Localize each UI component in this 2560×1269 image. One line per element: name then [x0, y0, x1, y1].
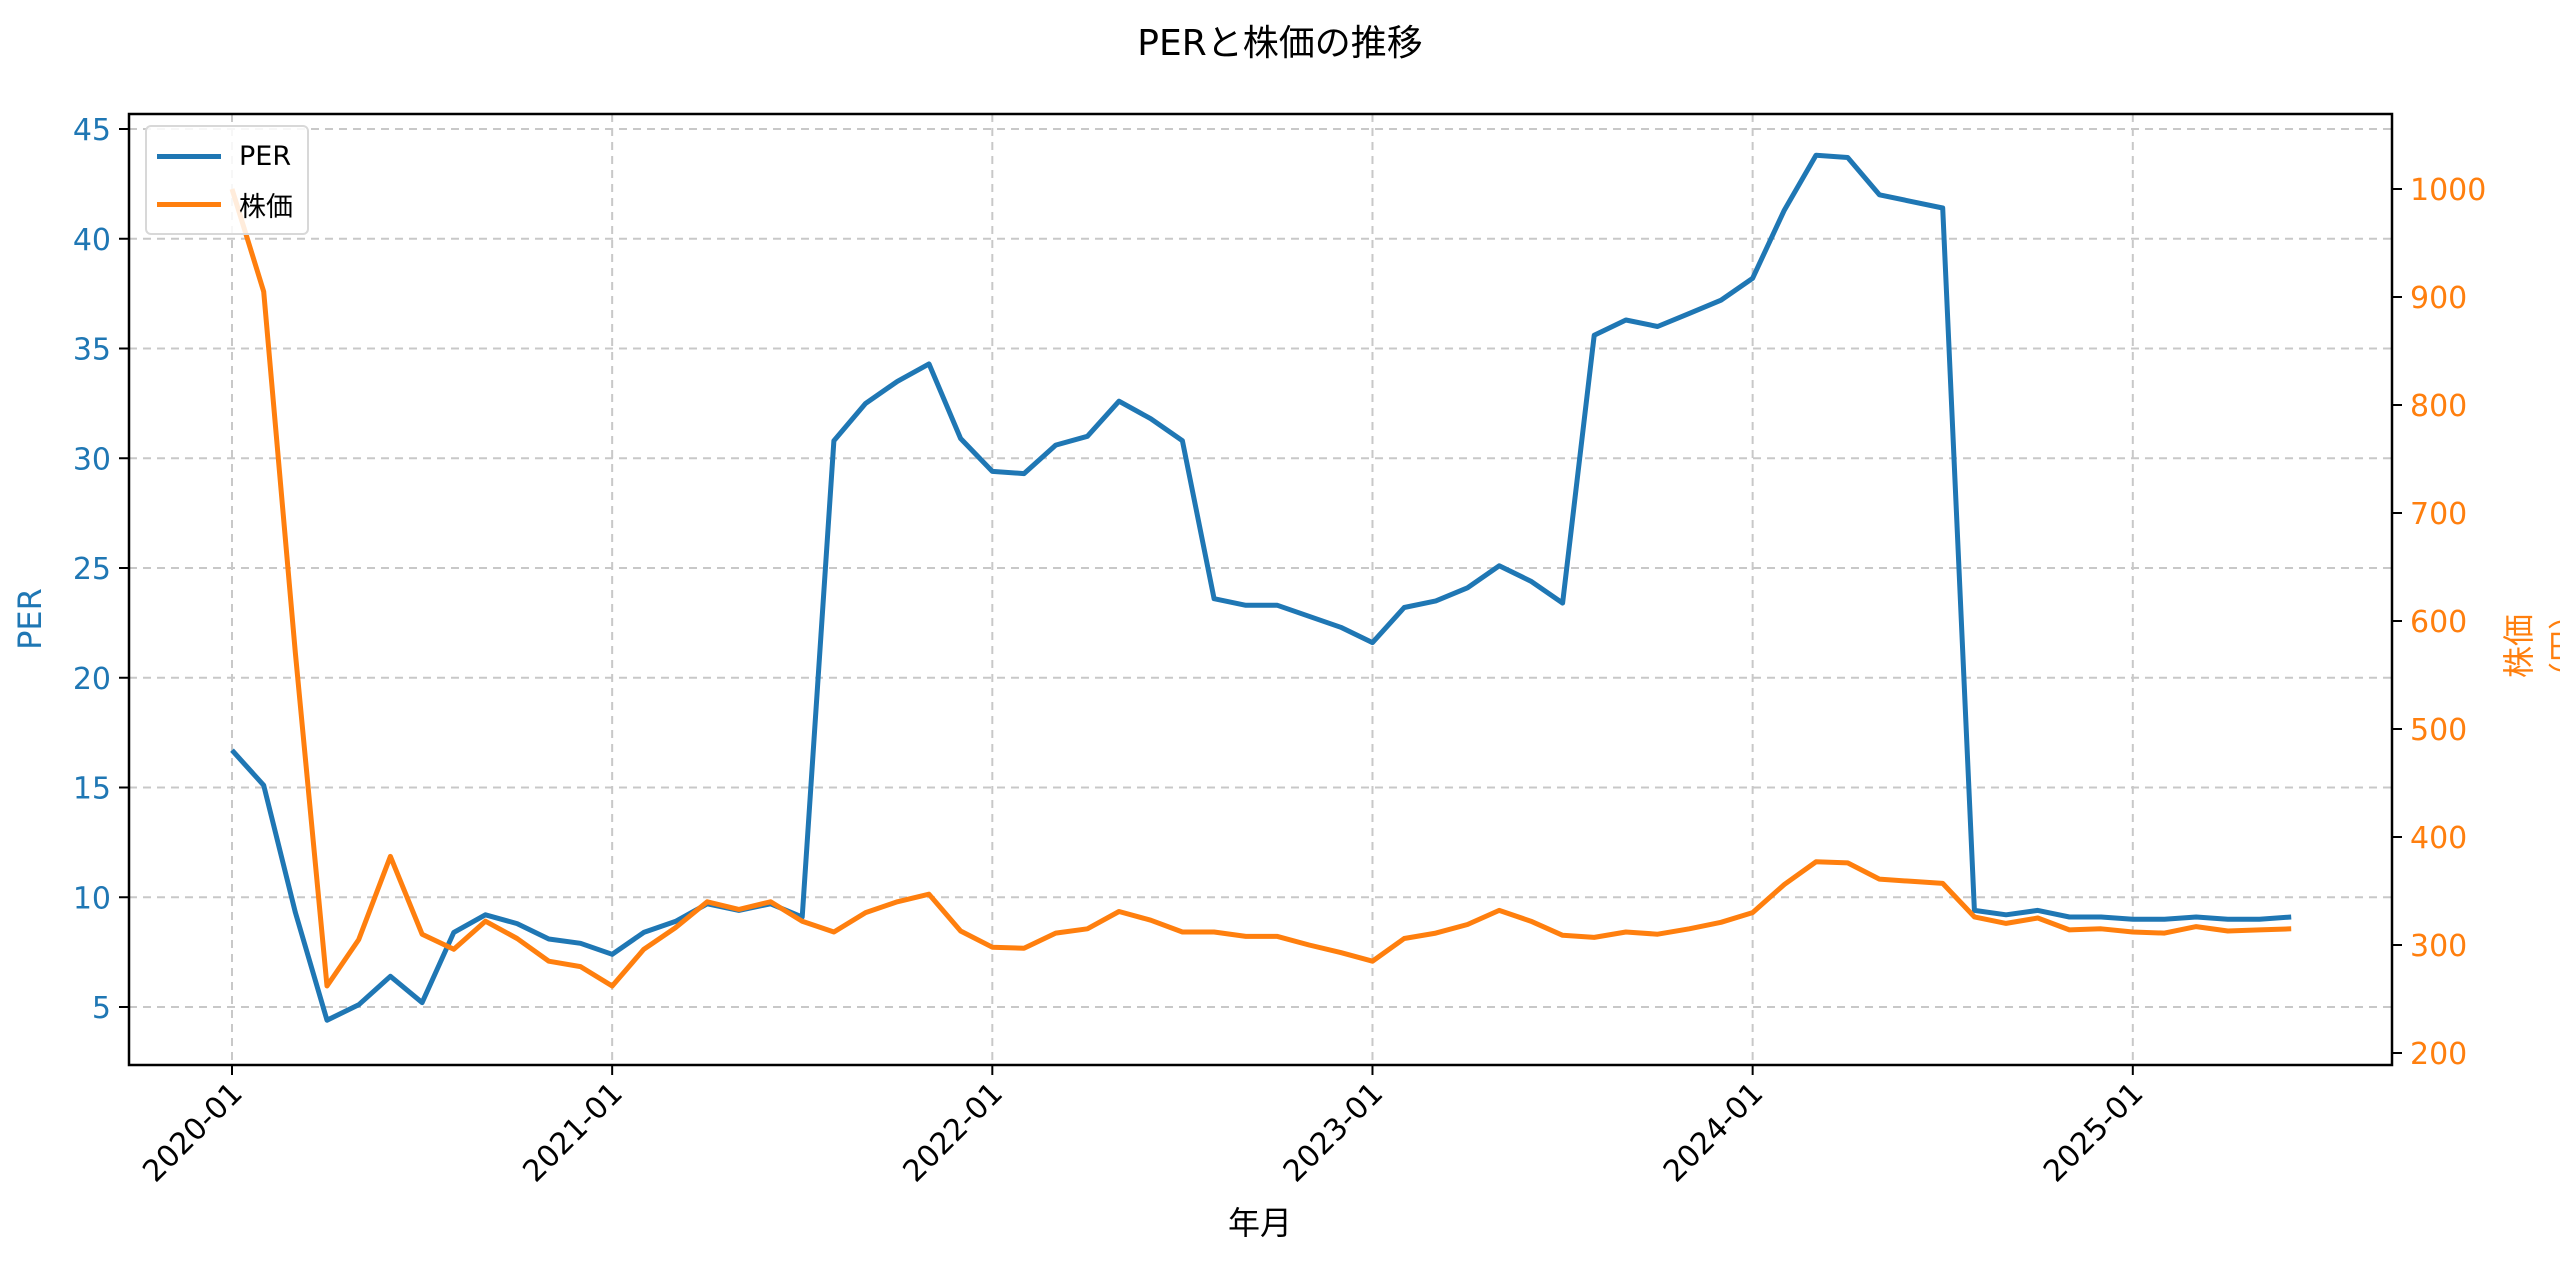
legend-label-price: 株価	[239, 192, 293, 223]
y-axis-label-left: PER	[11, 588, 49, 650]
x-tick-label: 2021-01	[516, 1076, 629, 1189]
legend-item-per: PER	[157, 141, 291, 172]
legend-label-per: PER	[239, 141, 292, 172]
y-tick-label-left: 30	[73, 442, 111, 477]
y-tick-label-right: 700	[2410, 497, 2467, 532]
y-tick-label-left: 5	[92, 991, 111, 1026]
y-tick-label-left: 10	[73, 881, 111, 916]
y-tick-label-right: 400	[2410, 821, 2467, 856]
x-tick-label: 2020-01	[136, 1076, 249, 1189]
x-axis-label: 年月	[1227, 1204, 1292, 1242]
y-tick-label-right: 300	[2410, 929, 2467, 964]
y-tick-label-right: 200	[2410, 1037, 2467, 1072]
legend: PER 株価	[145, 125, 309, 235]
chart-title: PERと株価の推移	[1137, 23, 1423, 64]
per-line	[230, 152, 2292, 1023]
y-tick-label-left: 35	[73, 333, 111, 368]
x-tick-label: 2025-01	[2037, 1076, 2150, 1189]
y-tick-label-right: 600	[2410, 605, 2467, 640]
y-tick-label-right: 1000	[2410, 173, 2486, 208]
y-tick-label-left: 20	[73, 662, 111, 697]
y-tick-label-right: 500	[2410, 713, 2467, 748]
x-tick-label: 2024-01	[1657, 1076, 1770, 1189]
axes-frame	[127, 112, 2394, 1067]
x-tick-label: 2023-01	[1277, 1076, 1390, 1189]
price-line	[229, 188, 2292, 989]
y-tick-label-left: 45	[73, 113, 111, 148]
y-tick-label-left: 15	[73, 772, 111, 807]
y-tick-label-right: 800	[2410, 389, 2467, 424]
legend-line-per	[157, 154, 221, 159]
y-tick-label-left: 40	[73, 223, 111, 258]
y-tick-label-right: 900	[2410, 281, 2467, 316]
y-tick-label-left: 25	[73, 552, 111, 587]
y-axis-label-right: 株価（円）	[2500, 598, 2560, 694]
x-tick-label: 2022-01	[897, 1076, 1010, 1189]
legend-line-price	[157, 202, 221, 207]
legend-item-price: 株価	[157, 185, 293, 224]
